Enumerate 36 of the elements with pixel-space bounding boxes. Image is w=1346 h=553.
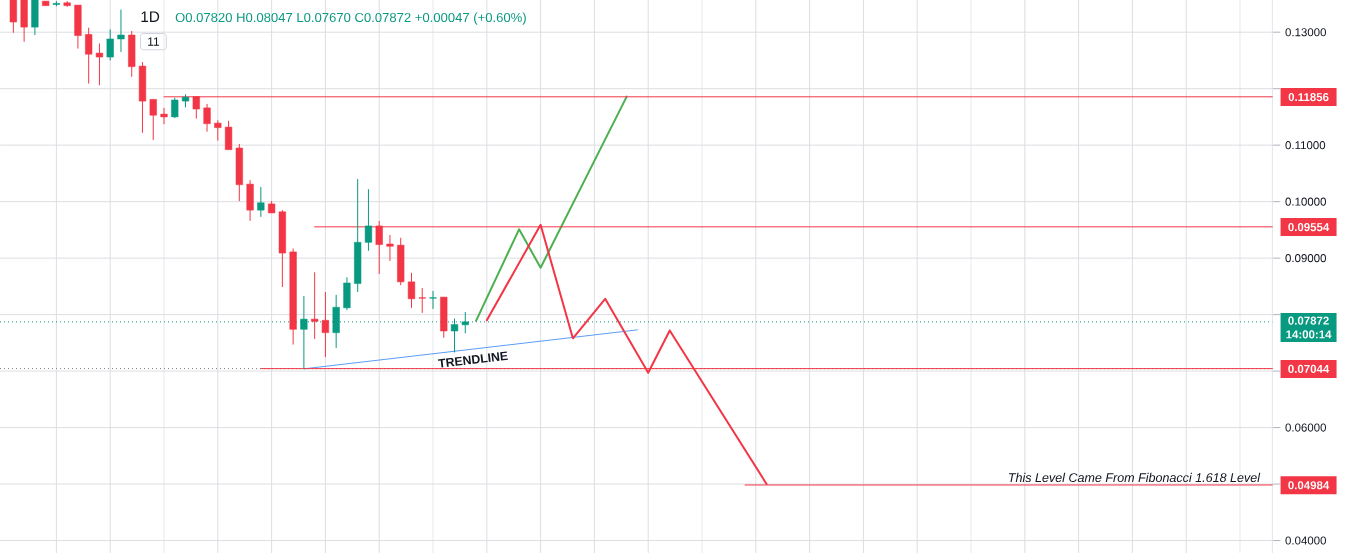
candlestick [149,98,157,141]
data-label: 0.11856 [1288,93,1329,102]
candlestick [106,28,114,61]
ref-line-label: 0.07872 14:00:14 [1286,316,1332,339]
y-tick-label: 0.11000 [1285,141,1326,150]
candlestick [85,27,93,85]
candlestick [386,234,394,262]
candlestick [117,9,125,53]
candlestick [214,119,222,142]
candlestick [364,188,373,252]
text: O0.07820 H0.08047 L0.07670 C0.07872 +0.00047 (+0.60%) [175,12,526,25]
candlestick [407,272,416,309]
candlestick [450,318,459,353]
data-label: 0.07044 [1288,364,1330,373]
data-label: 0.04984 [1288,481,1330,490]
candlestick [321,291,330,358]
y-tick-label: 0.04000 [1285,536,1326,545]
candlestick [257,186,265,218]
candlestick [160,107,168,125]
candlestick [418,287,426,314]
candlestick [429,290,437,310]
text: TRENDLINE [437,351,508,368]
candlestick [95,42,104,86]
line-series [475,95,628,322]
y-tick-label: 0.09000 [1285,254,1326,263]
candlestick [203,103,211,133]
candlestick [9,0,17,34]
y-tick-label: 0.13000 [1285,28,1326,37]
legend-label: This Level Came From Fibonacci 1.618 Level [1008,472,1261,483]
candlestick [224,120,233,151]
y-tick-label: 0.06000 [1285,423,1326,432]
candlestick [311,271,319,340]
y-tick-label: 0.10000 [1285,197,1326,206]
data-label: 0.09554 [1288,223,1330,232]
annotation: 11 [148,37,160,46]
text: 1D [141,11,160,22]
